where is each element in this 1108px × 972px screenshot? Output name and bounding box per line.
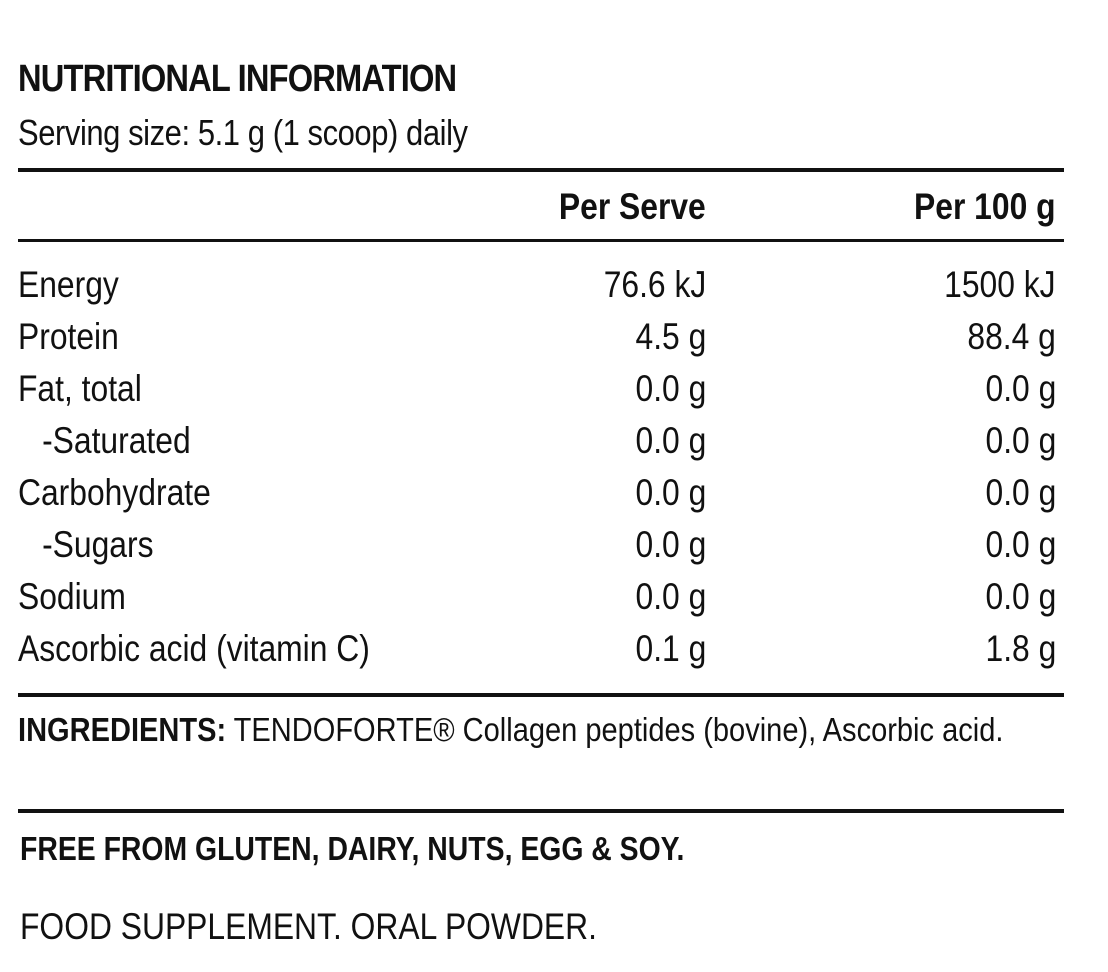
ingredients-rule <box>18 809 1064 813</box>
row-per-serve: 0.0 g <box>635 368 706 409</box>
header-per-serve: Per Serve <box>559 186 706 227</box>
row-label: Ascorbic acid (vitamin C) <box>18 628 370 669</box>
row-per-serve: 0.0 g <box>635 472 706 513</box>
row-per-100g: 0.0 g <box>985 524 1056 565</box>
product-type: FOOD SUPPLEMENT. ORAL POWDER. <box>20 906 597 947</box>
table-bottom-rule <box>18 693 1064 697</box>
label-title: NUTRITIONAL INFORMATION <box>18 58 457 100</box>
row-per-100g: 0.0 g <box>985 576 1056 617</box>
row-label: Energy <box>18 264 119 305</box>
row-label: Sodium <box>18 576 126 617</box>
row-per-100g: 0.0 g <box>985 420 1056 461</box>
table-row-fat-total: Fat, total 0.0 g 0.0 g <box>18 364 1064 414</box>
row-per-100g: 0.0 g <box>985 472 1056 513</box>
ingredients-label: INGREDIENTS: <box>18 711 227 748</box>
table-row-ascorbic-acid: Ascorbic acid (vitamin C) 0.1 g 1.8 g <box>18 624 1064 674</box>
row-label: -Sugars <box>42 524 154 565</box>
table-row-energy: Energy 76.6 kJ 1500 kJ <box>18 260 1064 310</box>
allergen-statement: FREE FROM GLUTEN, DAIRY, NUTS, EGG & SOY… <box>20 830 685 867</box>
serving-size: Serving size: 5.1 g (1 scoop) daily <box>18 112 468 153</box>
table-row-sugars: -Sugars 0.0 g 0.0 g <box>18 520 1064 570</box>
table-row-carbohydrate: Carbohydrate 0.0 g 0.0 g <box>18 468 1064 518</box>
row-per-serve: 4.5 g <box>635 316 706 357</box>
table-header: Per Serve Per 100 g <box>18 182 1064 232</box>
row-per-100g: 1500 kJ <box>944 264 1056 305</box>
row-per-100g: 88.4 g <box>967 316 1056 357</box>
row-label: Protein <box>18 316 119 357</box>
top-rule <box>18 168 1064 172</box>
ingredients-text: INGREDIENTS: TENDOFORTE® Collagen peptid… <box>18 708 1065 752</box>
row-per-serve: 0.0 g <box>635 524 706 565</box>
table-row-protein: Protein 4.5 g 88.4 g <box>18 312 1064 362</box>
row-per-100g: 1.8 g <box>985 628 1056 669</box>
row-label: Fat, total <box>18 368 142 409</box>
table-row-saturated: -Saturated 0.0 g 0.0 g <box>18 416 1064 466</box>
row-label: Carbohydrate <box>18 472 211 513</box>
row-per-100g: 0.0 g <box>985 368 1056 409</box>
ingredients-list: TENDOFORTE® Collagen peptides (bovine), … <box>233 711 1004 748</box>
header-rule <box>18 239 1064 242</box>
row-per-serve: 0.0 g <box>635 576 706 617</box>
ingredients-block: INGREDIENTS: TENDOFORTE® Collagen peptid… <box>18 708 1064 752</box>
table-row-sodium: Sodium 0.0 g 0.0 g <box>18 572 1064 622</box>
row-label: -Saturated <box>42 420 191 461</box>
row-per-serve: 0.0 g <box>635 420 706 461</box>
row-per-serve: 76.6 kJ <box>603 264 706 305</box>
row-per-serve: 0.1 g <box>635 628 706 669</box>
header-per-100g: Per 100 g <box>914 186 1056 227</box>
